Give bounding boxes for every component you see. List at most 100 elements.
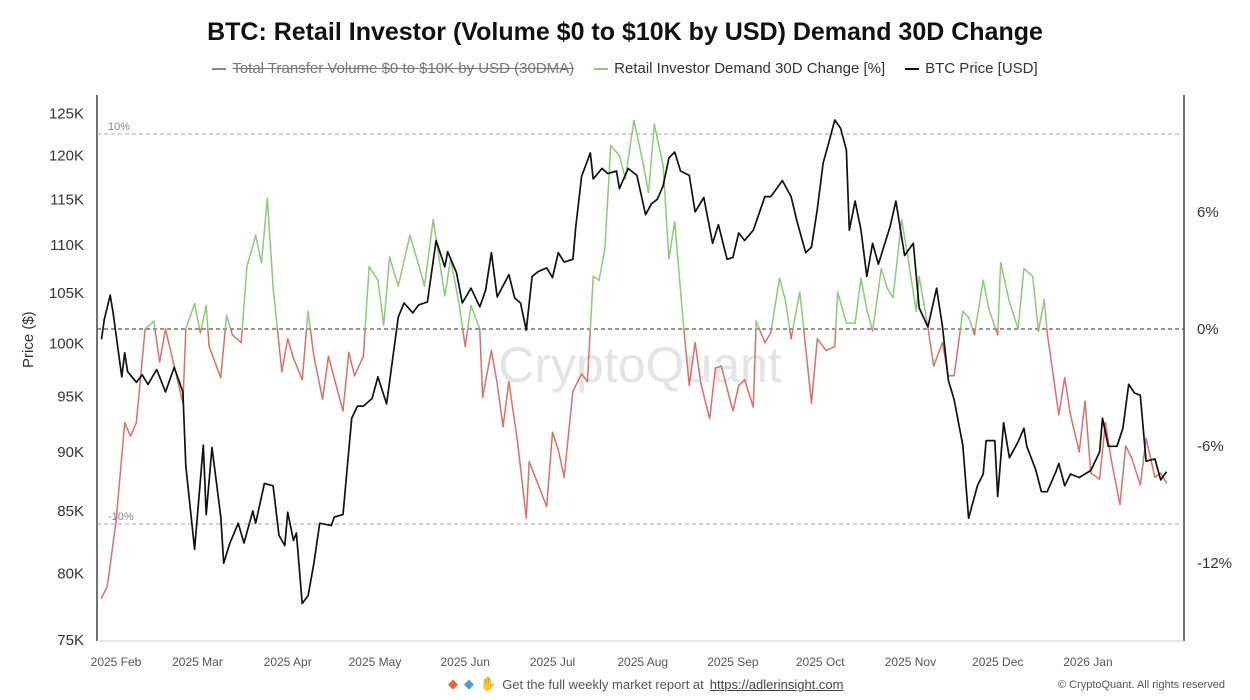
- demand-segment: [525, 460, 530, 519]
- demand-segment: [479, 328, 484, 398]
- demand-segment: [397, 234, 411, 287]
- demand-segment: [580, 373, 589, 383]
- demand-segment: [417, 263, 426, 287]
- demand-segment: [854, 277, 862, 324]
- x-tick-label: 2025 May: [349, 655, 402, 669]
- demand-segment: [208, 345, 222, 379]
- demand-segment: [502, 380, 510, 428]
- demand-segment: [246, 234, 257, 268]
- demand-segment: [770, 277, 781, 330]
- demand-segment: [309, 328, 315, 358]
- demand-segment: [182, 328, 187, 404]
- demand-segment: [423, 219, 434, 287]
- orange-diamond-icon: ◆: [448, 676, 458, 691]
- left-tick-label: 95K: [57, 388, 84, 405]
- demand-segment: [260, 197, 269, 264]
- left-tick-label: 105K: [49, 285, 84, 302]
- left-tick-label: 100K: [49, 335, 84, 352]
- demand-segment: [224, 314, 228, 330]
- footer-link[interactable]: https://adlerinsight.com: [709, 676, 844, 692]
- demand-segment: [641, 160, 650, 194]
- demand-segment: [720, 365, 734, 412]
- demand-segment: [834, 291, 839, 330]
- demand-segment: [668, 221, 676, 260]
- demand-segment: [653, 123, 664, 166]
- demand-segment: [598, 248, 606, 281]
- demand-segment: [880, 267, 888, 289]
- demand-segment: [307, 310, 312, 330]
- x-tick-label: 2025 Oct: [796, 655, 845, 669]
- demand-segment: [708, 367, 717, 420]
- demand-segment: [1130, 456, 1142, 486]
- chart-title: BTC: Retail Investor (Volume $0 to $10K …: [207, 18, 1043, 46]
- demand-segment: [193, 302, 201, 330]
- x-tick-label: 2025 Dec: [972, 655, 1023, 669]
- footer: ◆ ◆ ✋ Get the full weekly market report …: [448, 676, 843, 692]
- demand-segment: [458, 304, 464, 330]
- demand-segment: [592, 275, 600, 281]
- demand-segment: [327, 355, 344, 412]
- demand-segment: [802, 328, 813, 404]
- demand-segment: [967, 316, 974, 330]
- demand-segment: [752, 328, 757, 408]
- demand-segment: [557, 449, 565, 478]
- demand-segment: [959, 310, 964, 330]
- x-tick-label: 2025 Aug: [617, 655, 668, 669]
- demand-segment: [836, 291, 848, 324]
- demand-segment: [272, 287, 279, 330]
- demand-segment: [633, 119, 644, 163]
- demand-segment: [953, 328, 962, 377]
- demand-segment: [700, 382, 711, 420]
- legend-item-btc-price[interactable]: BTC Price [USD]: [905, 60, 1038, 77]
- demand-segment: [737, 378, 746, 387]
- demand-segment: [1098, 421, 1107, 480]
- demand-segment: [461, 328, 466, 348]
- left-tick-label: 80K: [57, 565, 84, 582]
- demand-segment: [790, 328, 794, 340]
- demand-segment: [281, 338, 289, 373]
- legend-item-retail-demand[interactable]: Retail Investor Demand 30D Change [%]: [594, 60, 885, 77]
- demand-segment: [1017, 267, 1025, 330]
- right-tick-label: -12%: [1197, 555, 1232, 572]
- demand-segment: [860, 277, 868, 311]
- demand-segment: [743, 378, 755, 408]
- right-tick-label: 6%: [1197, 204, 1219, 221]
- demand-segment: [106, 521, 117, 588]
- demand-segment: [368, 265, 379, 281]
- demand-segment: [673, 221, 685, 326]
- legend-swatch: [594, 67, 609, 70]
- demand-segment: [377, 279, 385, 326]
- demand-segment: [364, 265, 370, 330]
- demand-segment: [254, 234, 263, 264]
- demand-segment: [207, 328, 210, 348]
- demand-segment: [1104, 421, 1112, 461]
- demand-segment: [755, 320, 761, 330]
- demand-segment: [353, 355, 365, 377]
- demand-segment: [1043, 299, 1048, 330]
- demand-segment: [144, 320, 155, 330]
- right-tick-label: -6%: [1197, 438, 1224, 455]
- demand-segment: [1159, 472, 1168, 484]
- footer-text: Get the full weekly market report at: [502, 676, 704, 692]
- demand-segment: [1110, 458, 1121, 506]
- demand-segment: [834, 328, 837, 348]
- demand-segment: [973, 328, 977, 336]
- demand-segment: [388, 256, 400, 287]
- legend-item-total-transfer-volume[interactable]: Total Transfer Volume $0 to $10K by USD …: [212, 60, 574, 77]
- x-tick-label: 2025 Sep: [707, 655, 759, 669]
- demand-segment: [1008, 300, 1019, 330]
- demand-segment: [962, 310, 970, 319]
- demand-segment: [1078, 400, 1086, 453]
- legend-swatch: [905, 67, 920, 70]
- demand-segment: [444, 258, 452, 297]
- demand-segment: [816, 338, 827, 352]
- left-tick-label: 90K: [57, 444, 84, 461]
- demand-segment: [301, 328, 308, 381]
- demand-segment: [932, 341, 944, 367]
- demand-segment: [185, 302, 196, 330]
- demand-segment: [362, 328, 366, 358]
- demand-segment: [276, 328, 283, 373]
- demand-segment: [409, 234, 420, 266]
- demand-segment: [1063, 377, 1072, 416]
